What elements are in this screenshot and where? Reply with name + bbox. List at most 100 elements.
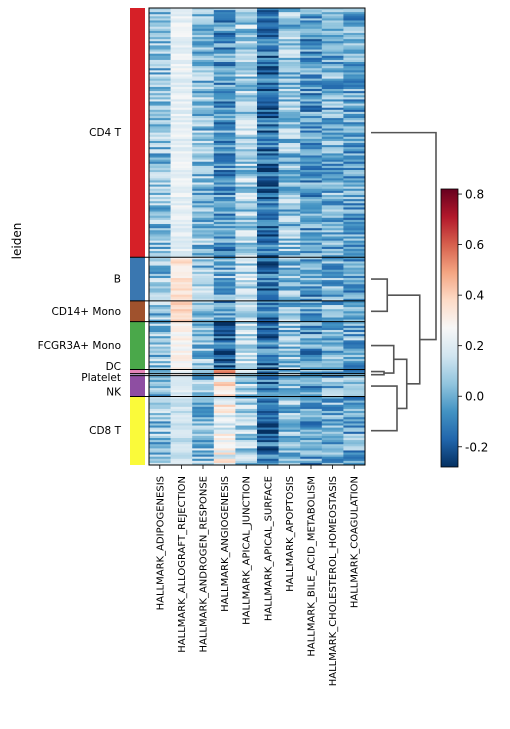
heatmap-cell xyxy=(278,273,301,277)
heatmap-cell xyxy=(300,269,323,273)
heatmap-cell xyxy=(149,24,171,27)
heatmap-cell xyxy=(257,377,279,381)
heatmap-cell xyxy=(213,404,236,408)
heatmap-cell xyxy=(213,313,236,316)
heatmap-cell xyxy=(321,413,344,416)
heatmap-cell xyxy=(213,182,236,185)
heatmap-cell xyxy=(149,234,171,237)
heatmap-cell xyxy=(257,105,279,109)
heatmap-cell xyxy=(170,321,193,325)
heatmap-cell xyxy=(149,392,171,395)
heatmap-cell xyxy=(278,66,301,69)
heatmap-cell xyxy=(278,190,301,194)
heatmap-cell xyxy=(170,178,193,181)
heatmap-cell xyxy=(149,253,171,256)
heatmap-cell xyxy=(213,448,236,451)
heatmap-cell xyxy=(192,128,215,131)
heatmap-cell xyxy=(321,170,344,173)
heatmap-cell xyxy=(192,319,215,322)
heatmap-cell xyxy=(257,305,279,308)
x-tick-label-6: HALLMARK_APOPTOSIS xyxy=(285,476,296,592)
heatmap-cell xyxy=(235,244,258,248)
heatmap-cell xyxy=(278,373,301,376)
heatmap-cell xyxy=(170,288,193,291)
heatmap-cell xyxy=(192,288,215,291)
heatmap-cell xyxy=(257,300,279,304)
heatmap-cell xyxy=(235,91,258,94)
heatmap-cell xyxy=(235,12,258,15)
heatmap-cell xyxy=(300,371,323,374)
heatmap-cell xyxy=(149,446,171,449)
heatmap-cell xyxy=(192,440,215,443)
heatmap-cell xyxy=(278,454,301,457)
heatmap-cell xyxy=(300,317,323,320)
heatmap-cell xyxy=(321,41,344,44)
heatmap-cell xyxy=(235,340,258,343)
heatmap-cell xyxy=(278,259,301,262)
heatmap-cell xyxy=(192,180,215,183)
heatmap-cell xyxy=(321,192,344,196)
heatmap-cell xyxy=(257,336,279,339)
heatmap-cell xyxy=(213,383,236,387)
heatmap-cell xyxy=(170,35,193,38)
heatmap-cell xyxy=(257,35,279,38)
heatmap-cell xyxy=(278,421,301,424)
heatmap-cell xyxy=(278,184,301,187)
heatmap-cell xyxy=(235,413,258,416)
heatmap-cell xyxy=(235,448,258,451)
heatmap-cell xyxy=(278,217,301,221)
heatmap-cell xyxy=(300,373,323,376)
heatmap-cell xyxy=(321,269,344,273)
heatmap-cell xyxy=(257,363,279,366)
heatmap-cell xyxy=(257,201,279,204)
heatmap-cell xyxy=(170,128,193,131)
heatmap-cell xyxy=(192,12,215,15)
heatmap-cell xyxy=(149,217,171,221)
heatmap-cell xyxy=(235,194,258,198)
heatmap-cell xyxy=(213,105,236,109)
heatmap-cell xyxy=(235,28,258,32)
heatmap-cell xyxy=(235,74,258,77)
heatmap-cell xyxy=(278,167,301,171)
heatmap-cell xyxy=(278,57,301,61)
heatmap-cell xyxy=(149,39,171,42)
heatmap-cell xyxy=(192,186,215,190)
heatmap-cell xyxy=(170,91,193,94)
heatmap-cell xyxy=(257,421,279,424)
heatmap-cell xyxy=(213,232,236,235)
heatmap-cell xyxy=(343,263,366,266)
heatmap-cell xyxy=(278,298,301,302)
heatmap-cell xyxy=(257,329,279,333)
heatmap-cell xyxy=(278,431,301,435)
heatmap-cell xyxy=(192,454,215,457)
heatmap-cell xyxy=(321,294,344,298)
heatmap-cell xyxy=(213,371,236,374)
heatmap-cell xyxy=(257,149,279,152)
heatmap-cell xyxy=(300,361,323,364)
heatmap-cell xyxy=(257,448,279,451)
heatmap-cell xyxy=(235,199,258,202)
dendrogram-link-4 xyxy=(371,278,389,313)
heatmap-cell xyxy=(170,404,193,408)
heatmap-cell xyxy=(235,230,258,233)
heatmap-cell xyxy=(300,134,323,138)
heatmap-cell xyxy=(235,236,258,239)
heatmap-cell xyxy=(343,140,366,144)
dendrogram xyxy=(371,131,437,432)
heatmap-cell xyxy=(235,311,258,314)
heatmap-cell xyxy=(170,37,193,40)
heatmap-cell xyxy=(300,188,323,192)
heatmap-cell xyxy=(278,182,301,185)
heatmap-cell xyxy=(213,35,236,38)
heatmap-cell xyxy=(300,203,323,206)
heatmap-cell xyxy=(235,24,258,27)
heatmap-cell xyxy=(213,340,236,343)
heatmap-cell xyxy=(278,165,301,169)
heatmap-cell xyxy=(235,394,258,397)
heatmap-cell xyxy=(235,419,258,422)
heatmap-cell xyxy=(321,442,344,445)
heatmap-cell xyxy=(149,47,171,50)
heatmap-cell xyxy=(149,375,171,379)
heatmap-cell xyxy=(321,408,344,412)
heatmap-cell xyxy=(300,155,323,158)
